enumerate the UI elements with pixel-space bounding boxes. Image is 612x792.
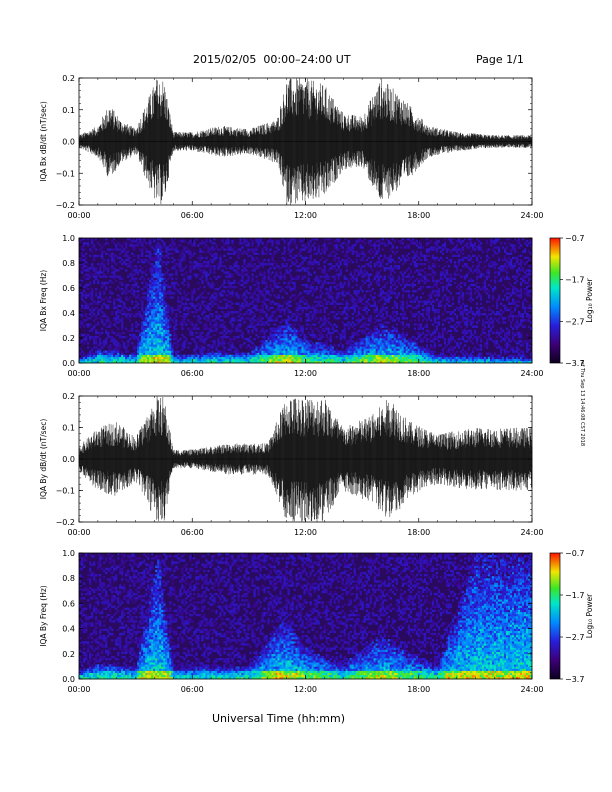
- page-number: Page 1/1: [476, 53, 524, 66]
- y-tick-label-0-1: 0.1: [62, 106, 75, 115]
- colorbar-tick-label-1-1: −1.7: [565, 276, 584, 285]
- x-tick-label-2-1: 06:00: [181, 528, 204, 537]
- y-tick-label-3-1: 0.8: [62, 574, 75, 583]
- y-tick-label-3-3: 0.4: [62, 625, 75, 634]
- x-tick-label-1-1: 06:00: [181, 369, 204, 378]
- x-tick-label-0-2: 12:00: [294, 211, 317, 220]
- x-tick-label-0-0: 00:00: [67, 211, 90, 220]
- colorbar-label-3: Log₁₀ Power: [585, 593, 594, 638]
- colorbar-tick-label-3-3: −3.7: [565, 675, 584, 684]
- y-tick-label-3-2: 0.6: [62, 599, 75, 608]
- y-tick-label-2-4: −0.2: [56, 518, 75, 527]
- y-tick-label-2-3: −0.1: [56, 487, 75, 496]
- x-tick-label-2-3: 18:00: [407, 528, 430, 537]
- x-tick-label-0-4: 24:00: [520, 211, 543, 220]
- y-axis-label-0: IQA Bx dB/dt (nT/sec): [39, 101, 48, 182]
- colorbar-tick-label-3-1: −1.7: [565, 591, 584, 600]
- y-tick-label-2-2: 0.0: [62, 455, 75, 464]
- y-tick-label-1-0: 1.0: [62, 234, 75, 243]
- y-tick-label-1-1: 0.8: [62, 259, 75, 268]
- colorbar-tick-label-3-0: −0.7: [565, 549, 584, 558]
- x-tick-label-3-3: 18:00: [407, 685, 430, 694]
- x-tick-label-1-3: 18:00: [407, 369, 430, 378]
- x-tick-label-0-1: 06:00: [181, 211, 204, 220]
- x-tick-label-3-2: 12:00: [294, 685, 317, 694]
- y-axis-label-2: IQA By dB/dt (nT/sec): [39, 419, 48, 500]
- y-tick-label-2-0: 0.2: [62, 392, 75, 401]
- colorbar-1: [549, 237, 561, 364]
- x-tick-label-1-2: 12:00: [294, 369, 317, 378]
- x-tick-label-2-2: 12:00: [294, 528, 317, 537]
- colorbar-tick-label-1-3: −3.7: [565, 359, 584, 368]
- y-tick-label-0-2: 0.0: [62, 138, 75, 147]
- colorbar-3: [549, 552, 561, 680]
- x-axis-label: Universal Time (hh:mm): [212, 712, 345, 725]
- colorbar-label-1: Log₁₀ Power: [585, 277, 594, 322]
- x-tick-label-3-4: 24:00: [520, 685, 543, 694]
- y-tick-label-2-1: 0.1: [62, 424, 75, 433]
- spectrogram-cells-1: [79, 238, 533, 364]
- y-tick-label-1-4: 0.2: [62, 334, 75, 343]
- x-tick-label-1-4: 24:00: [520, 369, 543, 378]
- y-tick-label-1-5: 0.0: [62, 359, 75, 368]
- x-tick-label-1-0: 00:00: [67, 369, 90, 378]
- y-tick-label-3-5: 0.0: [62, 675, 75, 684]
- y-tick-label-0-3: −0.1: [56, 169, 75, 178]
- x-tick-label-0-3: 18:00: [407, 211, 430, 220]
- y-tick-label-0-0: 0.2: [62, 74, 75, 83]
- y-tick-label-0-4: −0.2: [56, 201, 75, 210]
- spectrogram-cells-3: [79, 553, 533, 680]
- y-axis-label-3: IQA By Freq (Hz): [39, 585, 48, 647]
- y-tick-label-3-0: 1.0: [62, 549, 75, 558]
- x-tick-label-3-0: 00:00: [67, 685, 90, 694]
- x-tick-label-2-0: 00:00: [67, 528, 90, 537]
- colorbar-tick-label-1-2: −2.7: [565, 317, 584, 326]
- x-tick-label-2-4: 24:00: [520, 528, 543, 537]
- y-tick-label-1-3: 0.4: [62, 309, 75, 318]
- timestamp-stamp: rcf Thu Sep 13 14:46:08 CST 2018: [579, 360, 585, 447]
- y-tick-label-3-4: 0.2: [62, 650, 75, 659]
- y-tick-label-1-2: 0.6: [62, 284, 75, 293]
- x-tick-label-3-1: 06:00: [181, 685, 204, 694]
- colorbar-tick-label-3-2: −2.7: [565, 633, 584, 642]
- colorbar-tick-label-1-0: −0.7: [565, 234, 584, 243]
- page-title: 2015/02/05 00:00–24:00 UT: [193, 53, 351, 66]
- y-axis-label-1: IQA Bx Freq (Hz): [39, 270, 48, 332]
